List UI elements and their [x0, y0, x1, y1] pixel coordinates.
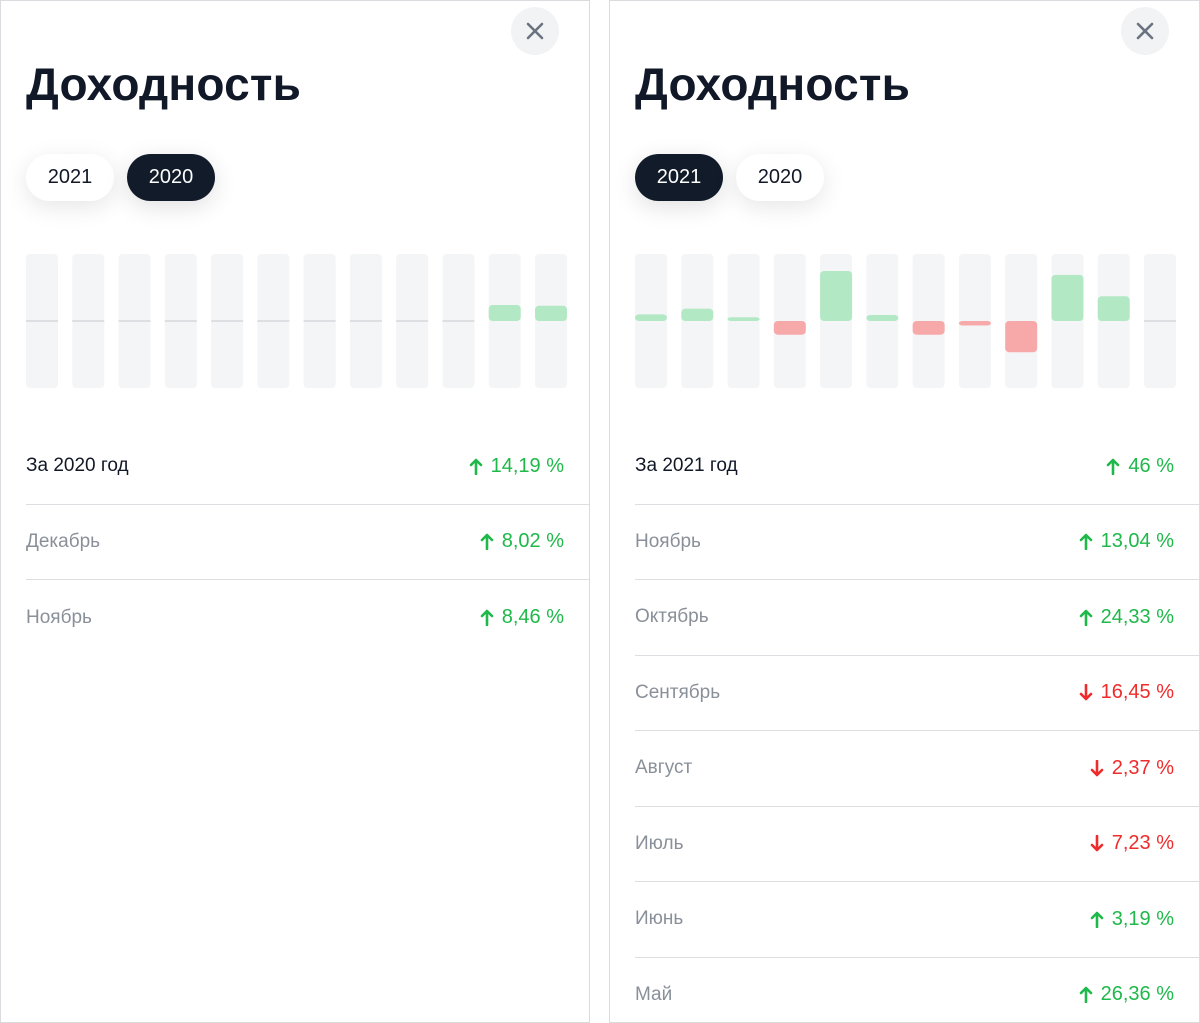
tab-year-2021[interactable]: 2021 [635, 154, 723, 201]
row-value-text: 13,04 % [1100, 530, 1174, 553]
row-label: Декабрь [26, 530, 101, 552]
arrow-down-icon [1090, 835, 1104, 852]
chart-svg [635, 254, 1176, 388]
tab-year-2021[interactable]: 2021 [26, 154, 114, 201]
arrow-up-icon [1079, 533, 1093, 551]
row-label: Сентябрь [635, 681, 721, 703]
row-value: 3,19 % [1090, 908, 1174, 931]
page-title: Доходность [635, 58, 911, 110]
close-icon [526, 22, 544, 40]
monthly-returns-chart [26, 254, 567, 388]
close-icon [1136, 22, 1154, 40]
row-value-text: 2,37 % [1111, 756, 1174, 779]
row-label: Май [635, 983, 673, 1005]
returns-panel-2021: Доходность 2021 2020 За 2021 год 46 % Нояб… [609, 0, 1200, 1023]
row-value: 13,04 % [1079, 530, 1174, 553]
row-label: Октябрь [635, 606, 709, 628]
tab-year-2020[interactable]: 2020 [736, 154, 824, 201]
row-value: 7,23 % [1090, 832, 1174, 855]
row-label: Июль [635, 832, 684, 854]
row-value: 8,02 % [480, 530, 564, 553]
month-row: Ноябрь 8,46 % [26, 580, 589, 656]
monthly-returns-chart [635, 254, 1176, 388]
row-value: 24,33 % [1079, 606, 1174, 629]
month-row: Ноябрь 13,04 % [635, 505, 1199, 580]
row-label: За 2020 год [26, 455, 129, 477]
bar-positive[interactable] [727, 317, 760, 321]
row-label: Июнь [635, 908, 684, 930]
total-row: За 2021 год 46 % [635, 429, 1199, 505]
month-row: Май 26,36 % [635, 958, 1199, 1023]
row-label: Ноябрь [635, 530, 701, 552]
close-button[interactable] [1121, 7, 1169, 55]
bar-positive[interactable] [1051, 274, 1084, 321]
row-value: 8,46 % [480, 606, 564, 629]
arrow-up-icon [1106, 458, 1120, 475]
chart-svg [26, 254, 567, 388]
month-row: Октябрь 24,33 % [635, 580, 1199, 656]
row-value-text: 7,23 % [1111, 832, 1174, 855]
row-label: Август [635, 757, 693, 779]
month-row: Июль 7,23 % [635, 807, 1199, 882]
arrow-up-icon [1079, 986, 1093, 1004]
row-value: 26,36 % [1079, 983, 1174, 1006]
month-row: Декабрь 8,02 % [26, 505, 589, 580]
row-value: 2,37 % [1090, 757, 1174, 780]
arrow-up-icon [469, 458, 483, 475]
row-value-text: 24,33 % [1100, 605, 1174, 628]
row-value-text: 8,46 % [501, 606, 564, 629]
row-value: 14,19 % [469, 455, 564, 478]
bar-positive[interactable] [681, 308, 714, 321]
close-button[interactable] [511, 7, 559, 55]
row-value-text: 14,19 % [490, 454, 564, 477]
row-label: За 2021 год [635, 455, 738, 477]
bar-positive[interactable] [820, 271, 853, 321]
returns-list: За 2021 год 46 % Ноябрь 13,04 % Октябрь 24,33… [635, 429, 1199, 1023]
bar-positive[interactable] [488, 304, 521, 321]
month-row: Сентябрь 16,45 % [635, 656, 1199, 731]
bar-positive[interactable] [635, 314, 667, 321]
returns-panel-2020: Доходность 2021 2020 За 2020 год 14,19 % Д… [0, 0, 590, 1023]
returns-list: За 2020 год 14,19 % Декабрь 8,02 % Ноябрь 8,4… [26, 429, 589, 656]
bar-negative[interactable] [958, 321, 991, 326]
month-row: Июнь 3,19 % [635, 882, 1199, 958]
bar-negative[interactable] [912, 321, 945, 335]
page-title: Доходность [26, 58, 302, 110]
arrow-up-icon [1079, 609, 1093, 626]
row-value-text: 8,02 % [501, 530, 564, 553]
row-label: Ноябрь [26, 606, 92, 628]
row-value: 46 % [1106, 455, 1174, 478]
row-value-text: 26,36 % [1100, 983, 1174, 1006]
bar-positive[interactable] [1097, 296, 1130, 321]
row-value-text: 46 % [1128, 454, 1174, 477]
row-value-text: 3,19 % [1111, 907, 1174, 930]
year-tabs: 2021 2020 [635, 154, 824, 201]
year-tabs: 2021 2020 [26, 154, 215, 201]
total-row: За 2020 год 14,19 % [26, 429, 589, 505]
arrow-up-icon [480, 609, 494, 627]
tab-year-2020[interactable]: 2020 [127, 154, 215, 201]
row-value-text: 16,45 % [1100, 681, 1174, 704]
arrow-up-icon [480, 533, 494, 551]
arrow-down-icon [1079, 684, 1093, 701]
row-value: 16,45 % [1079, 681, 1174, 704]
arrow-up-icon [1090, 911, 1104, 928]
bar-positive[interactable] [866, 314, 899, 321]
month-row: Август 2,37 % [635, 731, 1199, 807]
bar-negative[interactable] [1005, 321, 1038, 353]
arrow-down-icon [1090, 759, 1104, 777]
bar-positive[interactable] [535, 305, 567, 321]
bar-negative[interactable] [773, 321, 806, 335]
